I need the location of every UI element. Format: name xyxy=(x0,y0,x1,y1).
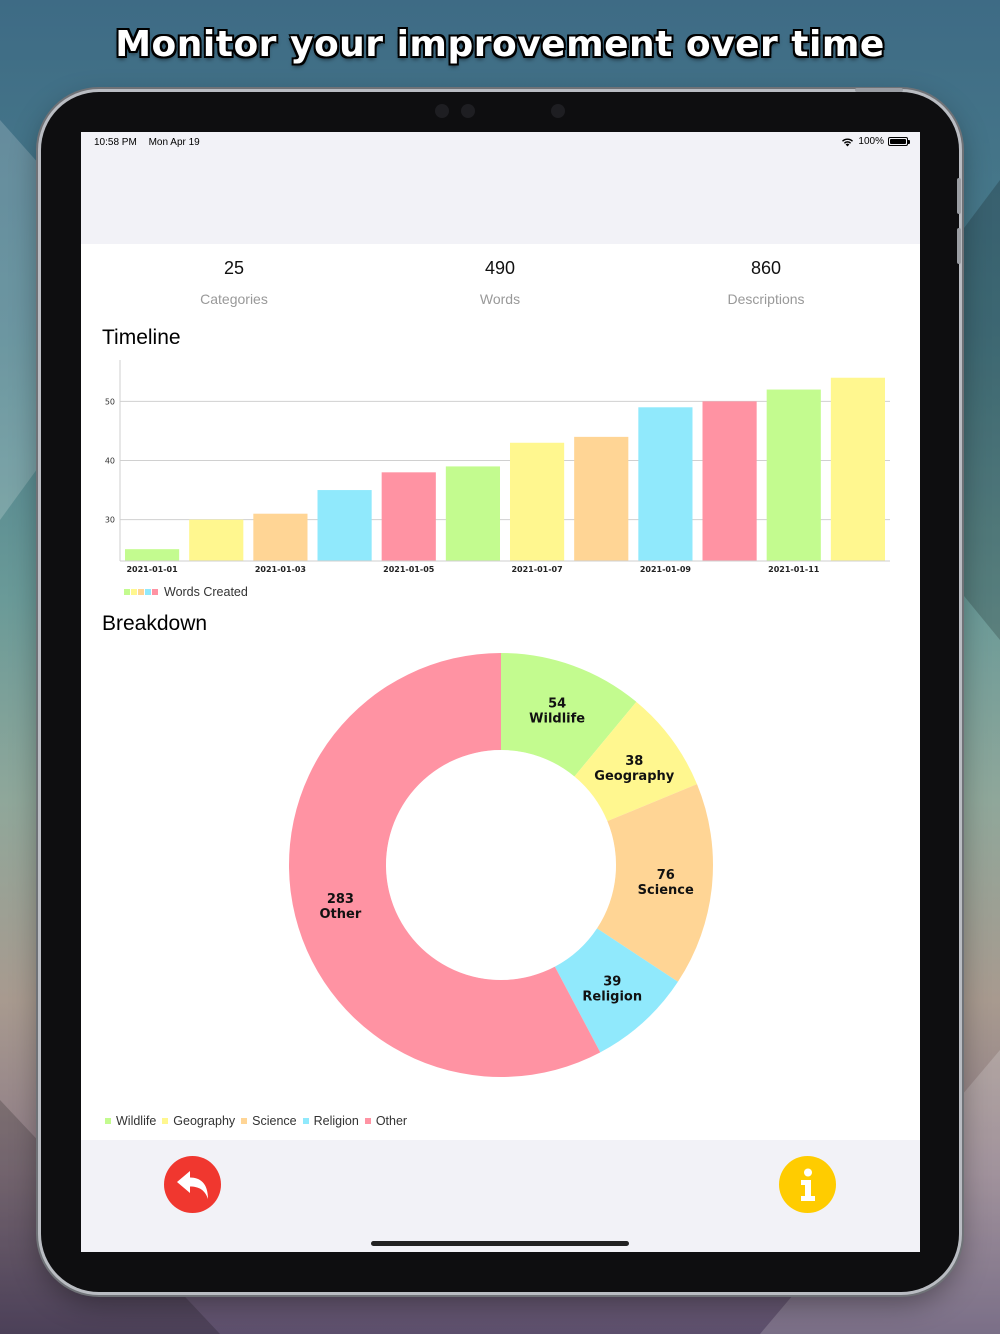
bottom-toolbar xyxy=(81,1140,920,1252)
donut-slice xyxy=(501,653,637,777)
slice-name-label: Religion xyxy=(582,990,642,1005)
y-tick-label: 40 xyxy=(105,457,115,466)
slice-value-label: 38 xyxy=(625,754,643,769)
app-screen: 10:58 PM Mon Apr 19 100% 25 Categories 4… xyxy=(81,132,920,1252)
battery-percent: 100% xyxy=(858,136,884,147)
legend-label: Geography xyxy=(173,1114,236,1128)
slice-name-label: Science xyxy=(638,883,694,898)
breakdown-legend: Wildlife Geography Science Religion Other xyxy=(105,1114,413,1128)
camera-dot xyxy=(551,104,565,118)
legend-swatch xyxy=(152,589,158,595)
legend-label: Science xyxy=(252,1114,297,1128)
x-tick-label: 2021-01-05 xyxy=(383,565,435,574)
slice-value-label: 76 xyxy=(657,868,675,883)
timeline-legend: Words Created xyxy=(124,585,248,599)
legend-swatch xyxy=(131,589,137,595)
info-button[interactable] xyxy=(779,1156,836,1213)
timeline-title: Timeline xyxy=(102,326,181,349)
legend-swatch xyxy=(145,589,151,595)
legend-label: Religion xyxy=(313,1114,359,1128)
legend-swatch xyxy=(105,1118,111,1124)
battery-icon xyxy=(888,137,910,146)
x-tick-label: 2021-01-01 xyxy=(126,565,178,574)
breakdown-title: Breakdown xyxy=(102,612,208,635)
x-tick-label: 2021-01-11 xyxy=(768,565,820,574)
stat-value: 860 xyxy=(750,258,782,278)
back-button[interactable] xyxy=(164,1156,221,1213)
timeline-bar xyxy=(638,407,693,561)
timeline-bar xyxy=(253,513,308,561)
camera-dot xyxy=(461,104,475,118)
legend-label: Other xyxy=(375,1114,408,1128)
donut-slice xyxy=(289,653,601,1077)
reply-arrow-icon xyxy=(176,1170,208,1199)
donut-slice xyxy=(574,701,697,822)
legend-swatch xyxy=(124,589,130,595)
slice-name-label: Wildlife xyxy=(529,711,585,726)
slice-value-label: 54 xyxy=(548,696,566,711)
y-tick-label: 50 xyxy=(105,397,115,406)
x-tick-label: 2021-01-03 xyxy=(255,565,306,574)
headline: Monitor your improvement over time xyxy=(115,24,885,65)
volume-button xyxy=(957,228,961,264)
donut-slice xyxy=(596,784,713,982)
stat-categories: 25 Categories xyxy=(101,258,367,307)
legend-swatch xyxy=(138,589,144,595)
power-button xyxy=(855,88,903,92)
timeline-bar xyxy=(445,466,500,561)
status-time: 10:58 PM xyxy=(94,137,137,148)
timeline-chart: 30 40 50 2021-01-01 2021-01-03 2021-01-05 2021… xyxy=(105,360,890,574)
timeline-bar xyxy=(381,472,436,561)
donut-slice xyxy=(554,928,678,1053)
legend-swatch xyxy=(302,1118,309,1124)
slice-name-label: Geography xyxy=(594,769,674,784)
legend-swatch xyxy=(162,1118,169,1124)
legend-label: Words Created xyxy=(164,585,248,599)
stat-label: Categories xyxy=(200,291,268,307)
volume-button xyxy=(957,178,961,214)
stat-label: Descriptions xyxy=(727,291,805,307)
timeline-bar xyxy=(574,436,629,561)
timeline-bar xyxy=(189,519,244,561)
legend-swatch xyxy=(241,1118,248,1124)
legend-swatch xyxy=(364,1118,371,1124)
status-date: Mon Apr 19 xyxy=(148,137,200,148)
timeline-bar xyxy=(510,442,565,561)
slice-name-label: Other xyxy=(320,907,362,922)
timeline-bar xyxy=(830,377,885,561)
slice-value-label: 39 xyxy=(603,975,621,990)
info-icon xyxy=(800,1168,815,1201)
stat-value: 25 xyxy=(223,258,245,278)
wifi-icon xyxy=(842,137,854,146)
stat-value: 490 xyxy=(484,258,516,278)
status-bar: 10:58 PM Mon Apr 19 100% xyxy=(81,132,920,244)
timeline-bar xyxy=(125,549,180,561)
slice-value-label: 283 xyxy=(327,892,354,907)
x-tick-label: 2021-01-09 xyxy=(640,565,692,574)
legend-label: Wildlife xyxy=(116,1114,157,1128)
timeline-bar xyxy=(766,389,821,561)
y-tick-label: 30 xyxy=(105,516,115,525)
x-tick-label: 2021-01-07 xyxy=(511,565,562,574)
timeline-bar xyxy=(317,490,372,561)
stats-row: 25 Categories 490 Words 860 Descriptions xyxy=(81,258,920,307)
camera-dot xyxy=(435,104,449,118)
home-indicator xyxy=(371,1241,629,1246)
stat-label: Words xyxy=(479,291,521,307)
stat-descriptions: 860 Descriptions xyxy=(633,258,899,307)
donut-hole xyxy=(397,761,605,969)
stat-words: 490 Words xyxy=(367,258,633,307)
timeline-bar xyxy=(702,401,757,561)
